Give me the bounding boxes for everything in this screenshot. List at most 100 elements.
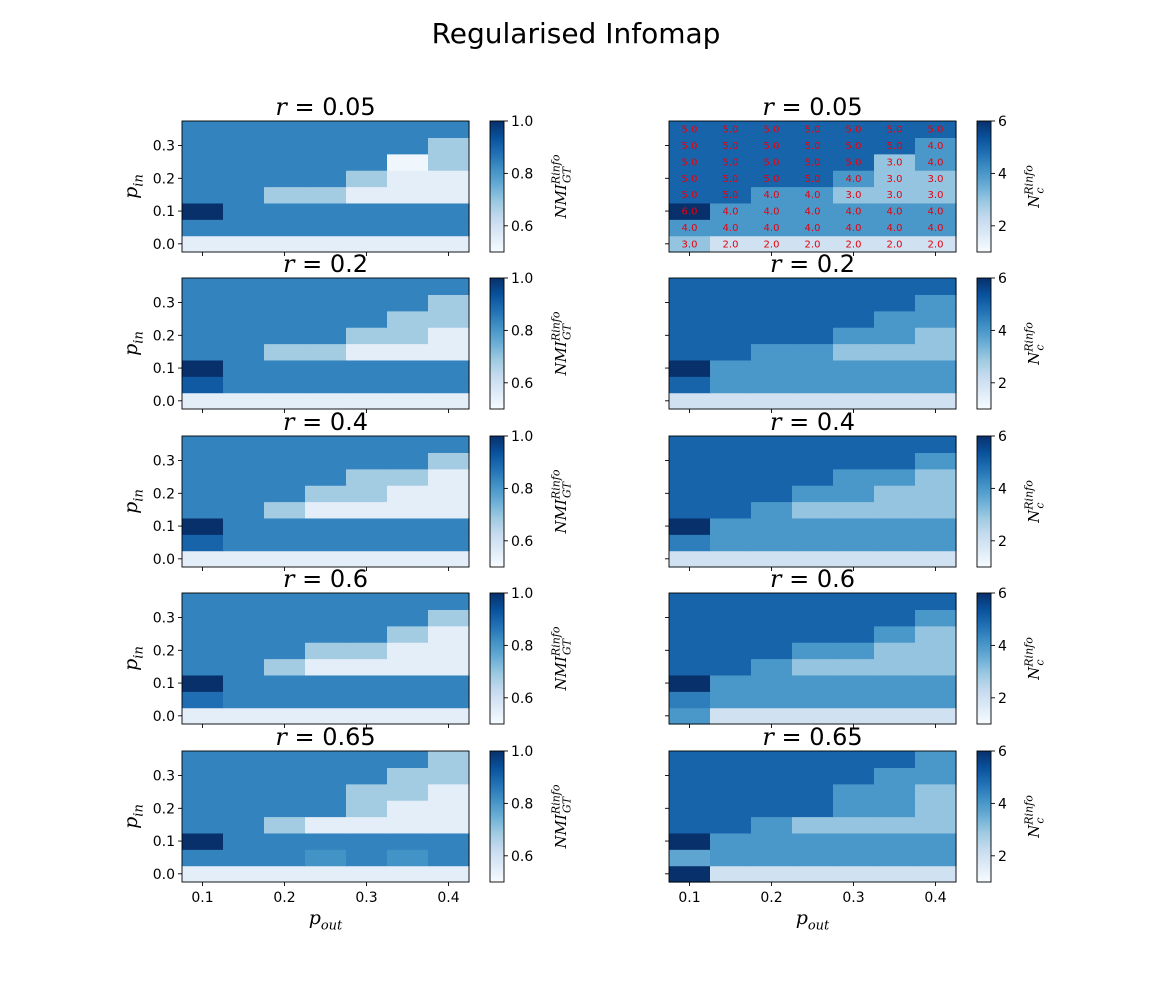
heatmap-cell	[792, 501, 834, 519]
heatmap-cell	[792, 121, 834, 138]
heatmap-panel-nmi-r005: 0.0 0.1 0.2 0.3 r = 0.05 pin 0.6 0.8 1.0 NMIRinfo…	[120, 93, 574, 256]
heatmap-cell	[669, 392, 711, 410]
colorbar-gradient	[976, 750, 992, 883]
heatmap-cell	[669, 219, 711, 237]
heatmap-cell	[751, 625, 793, 643]
heatmap-cell	[346, 691, 388, 709]
heatmap-cell	[792, 392, 834, 410]
heatmap-cell	[915, 376, 957, 394]
cell-annotation: 3.0	[928, 174, 944, 185]
heatmap-cell	[751, 310, 793, 328]
heatmap-cell	[669, 751, 711, 768]
heatmap-cell	[915, 534, 957, 552]
heatmap-cell	[874, 137, 916, 155]
heatmap-cell	[915, 343, 957, 361]
heatmap-cell	[710, 767, 752, 785]
heatmap-cell	[387, 609, 429, 627]
heatmap-cell	[915, 452, 957, 470]
cell-annotation: 2.0	[887, 239, 903, 250]
heatmap-cell	[387, 550, 429, 568]
y-tick-label: 0.0	[153, 237, 175, 253]
heatmap-cell	[264, 501, 306, 519]
cell-annotation: 5.0	[682, 190, 698, 201]
heatmap-cell	[387, 327, 429, 345]
cell-annotation: 5.0	[928, 125, 944, 136]
heatmap-cell	[223, 359, 265, 377]
heatmap-cell	[264, 376, 306, 394]
heatmap-cell	[264, 485, 306, 503]
heatmap-cell	[915, 800, 957, 818]
heatmap-cell	[387, 501, 429, 519]
heatmap-cell	[305, 219, 347, 237]
heatmap-cell	[710, 816, 752, 834]
heatmap-cell	[792, 359, 834, 377]
heatmap-cell	[387, 674, 429, 692]
y-tick-label: 0.1	[153, 519, 175, 535]
heatmap-cell	[710, 219, 752, 237]
cell-annotation: 5.0	[764, 174, 780, 185]
axes-frame	[668, 435, 957, 568]
heatmap-cell	[792, 278, 834, 295]
heatmap-cell	[792, 707, 834, 725]
heatmap-cell	[223, 849, 265, 867]
colorbar-tick-label: 4	[998, 638, 1007, 654]
heatmap-cell	[387, 625, 429, 643]
heatmap-cell	[792, 294, 834, 312]
heatmap-cell	[751, 658, 793, 676]
heatmap-cell	[387, 310, 429, 328]
colorbar-tick-label: 4	[998, 481, 1007, 497]
heatmap-cell	[428, 235, 470, 253]
cell-annotation: 5.0	[846, 125, 862, 136]
cell-annotation: 4.0	[805, 207, 821, 218]
heatmap-cell	[305, 783, 347, 801]
heatmap-cell	[182, 186, 224, 204]
y-tick-label: 0.2	[153, 643, 175, 659]
heatmap-cell	[346, 153, 388, 171]
heatmap-cell	[710, 121, 752, 138]
heatmap-cell	[346, 517, 388, 535]
y-axis-label: pin	[120, 804, 147, 829]
axes-frame	[181, 277, 470, 410]
heatmap-cell	[915, 767, 957, 785]
cell-annotation: 2.0	[846, 239, 862, 250]
heatmap-cell	[915, 294, 957, 312]
cell-annotation: 2.0	[928, 239, 944, 250]
heatmap-cell	[182, 550, 224, 568]
heatmap-cell	[669, 278, 711, 295]
heatmap-cell	[387, 392, 429, 410]
heatmap-cell	[223, 865, 265, 883]
heatmap-cell	[915, 658, 957, 676]
heatmap-cell	[346, 436, 388, 453]
x-axis-label: pout	[796, 907, 830, 934]
heatmap-cell	[182, 501, 224, 519]
heatmap-cell	[223, 310, 265, 328]
heatmap-cell	[874, 609, 916, 627]
heatmap-cell	[223, 674, 265, 692]
heatmap-cell	[751, 137, 793, 155]
heatmap-cell	[428, 452, 470, 470]
cell-annotation: 6.0	[682, 207, 698, 218]
heatmap-cell	[710, 310, 752, 328]
cell-annotation: 4.0	[723, 207, 739, 218]
heatmap-cell	[669, 865, 711, 883]
heatmap-panel-nmi-r06: 0.0 0.1 0.2 0.3 r = 0.6 pin 0.6 0.8 1.0 NMIRinfoG…	[120, 565, 574, 728]
heatmap-cell	[874, 517, 916, 535]
panel-title: r = 0.4	[770, 408, 855, 436]
heatmap-cell	[305, 674, 347, 692]
heatmap-cell	[182, 625, 224, 643]
cell-annotation: 5.0	[723, 157, 739, 168]
heatmap-cell	[833, 219, 875, 237]
heatmap-cell	[915, 137, 957, 155]
cell-annotation: 5.0	[723, 125, 739, 136]
heatmap-cell	[915, 783, 957, 801]
heatmap-cell	[669, 674, 711, 692]
heatmap-cell	[264, 849, 306, 867]
colorbar-label: NRinfoc	[1023, 795, 1047, 839]
heatmap-cell	[833, 550, 875, 568]
heatmap-cell	[223, 452, 265, 470]
heatmap-cell	[387, 235, 429, 253]
heatmap-cell	[833, 452, 875, 470]
heatmap-cell	[669, 235, 711, 253]
colorbar: 2 4 6 NRinfoc	[976, 114, 1047, 253]
colorbar-tick-label: 6	[998, 271, 1007, 287]
